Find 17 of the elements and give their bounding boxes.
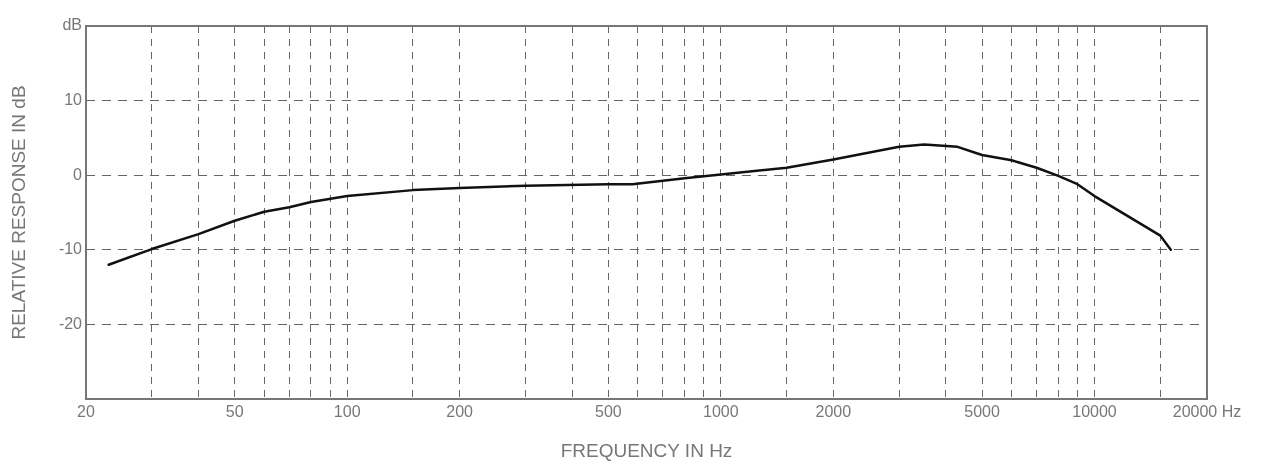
x-tick-label: 1000 [703, 403, 739, 421]
x-tick-label: 20 [77, 403, 95, 421]
x-tick-label: 50 [225, 403, 244, 421]
x-tick-label: 5000 [964, 403, 1000, 421]
x-tick-label: 2000 [815, 403, 852, 421]
x-axis-title: FREQUENCY IN Hz [560, 439, 733, 461]
x-tick-label: 500 [595, 403, 622, 421]
y-tick-label: 0 [73, 165, 83, 183]
x-tick-label: 200 [446, 403, 474, 421]
y-axis-title: RELATIVE RESPONSE IN dB [7, 85, 29, 340]
y-tick-label: 10 [64, 91, 83, 109]
x-tick-label: 100 [333, 403, 361, 421]
x-tick-label: 20000 Hz [1172, 403, 1242, 421]
y-tick-label: -10 [58, 240, 83, 258]
x-tick-label: 10000 [1072, 403, 1117, 421]
y-tick-label: dB [62, 16, 82, 34]
y-tick-label: -20 [58, 314, 83, 332]
